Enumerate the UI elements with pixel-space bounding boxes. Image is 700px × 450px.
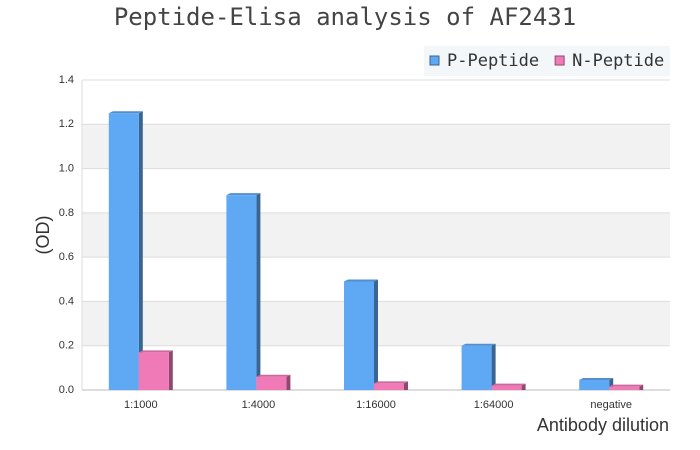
bar-top [256, 374, 291, 377]
x-tick-label: 1:1000 [124, 399, 158, 411]
y-tick-label: 0.2 [59, 340, 74, 352]
bar [461, 343, 496, 390]
bar-front [491, 385, 522, 390]
bar-front [609, 386, 640, 390]
bar-side [256, 193, 261, 390]
bar-top [491, 383, 526, 386]
bar-side [521, 383, 526, 390]
y-tick-label: 1.4 [59, 74, 74, 86]
bar-top [579, 378, 614, 381]
bar-top [609, 384, 644, 387]
chart-title: Peptide-Elisa analysis of AF2431 [114, 3, 576, 31]
bar-side [286, 374, 291, 390]
x-tick-label: 1:64000 [474, 399, 514, 411]
bar [491, 383, 526, 390]
bar [579, 378, 614, 390]
grid-band [82, 124, 670, 169]
bar-top [344, 279, 378, 282]
bar [226, 193, 261, 390]
bar [374, 381, 408, 390]
bar [138, 350, 173, 390]
grid-band [82, 212, 670, 258]
bar-front [374, 383, 404, 390]
bar-front [256, 376, 287, 390]
bar [344, 279, 378, 390]
bar-side [404, 381, 408, 390]
bar-side [491, 343, 496, 390]
bar-top [374, 381, 408, 384]
x-axis-label: Antibody dilution [537, 415, 669, 435]
bar-front [579, 380, 610, 390]
x-tick-label: negative [590, 399, 632, 411]
bar-side [639, 384, 644, 390]
legend-swatch [429, 55, 440, 66]
y-axis-label: (OD) [33, 216, 53, 255]
y-tick-label: 1.0 [59, 162, 74, 174]
x-tick-label: 1:4000 [242, 399, 276, 411]
bar-side [374, 279, 378, 390]
bar-side [168, 350, 173, 390]
bar-top [108, 111, 143, 114]
bar-top [226, 193, 261, 196]
bar [609, 384, 644, 390]
bar-front [108, 113, 139, 390]
x-tick-label: 1:16000 [356, 399, 396, 411]
y-tick-label: 0.6 [59, 251, 74, 263]
bar-top [461, 343, 496, 346]
bar-front [344, 281, 374, 390]
bar-front [461, 345, 492, 390]
bar [256, 374, 291, 390]
bar-front [138, 352, 169, 390]
bar [108, 111, 143, 390]
bar-side [138, 111, 143, 390]
y-tick-label: 1.2 [59, 118, 74, 130]
y-tick-label: 0.0 [59, 384, 74, 396]
y-tick-label: 0.8 [59, 207, 74, 219]
legend-label: N-Peptide [572, 51, 664, 71]
y-tick-label: 0.4 [59, 295, 74, 307]
legend-label: P-Peptide [447, 51, 539, 71]
bar-front [226, 195, 257, 390]
bar-top [138, 350, 173, 353]
legend-background [424, 46, 670, 76]
legend-swatch [554, 55, 565, 66]
